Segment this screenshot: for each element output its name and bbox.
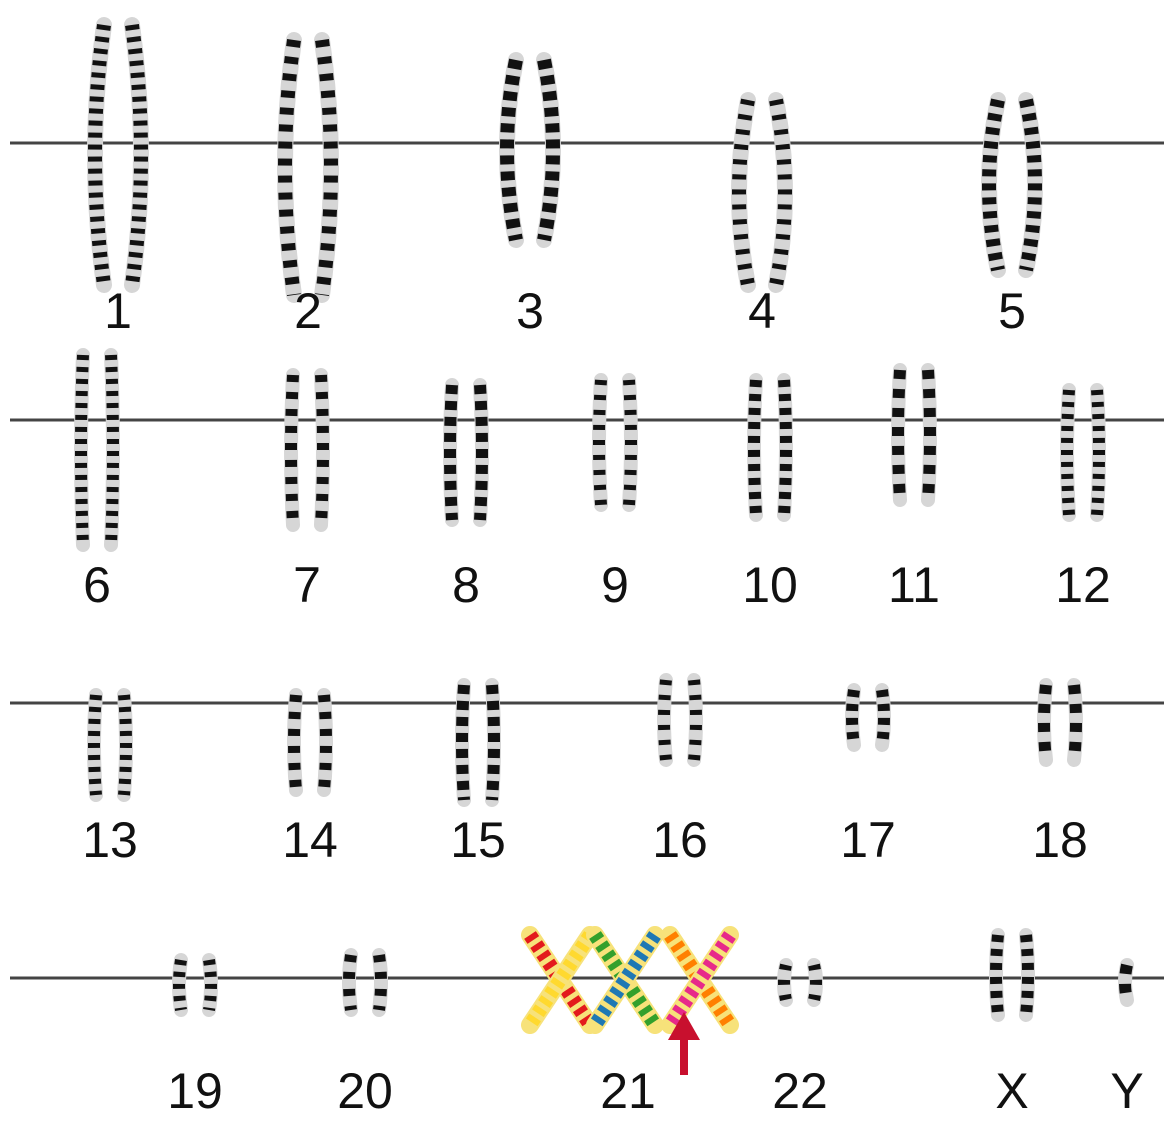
chromatid-body [507, 60, 516, 240]
chromatid-bands [450, 385, 452, 520]
chromatid-body [1026, 935, 1028, 1015]
chromosome-label: 2 [294, 283, 322, 339]
chromosome-label: 16 [652, 812, 708, 868]
chromatid-body [379, 955, 381, 1010]
chromosome-label: X [995, 1063, 1028, 1119]
chromosome-label: 8 [452, 557, 480, 613]
chromosome-label: 20 [337, 1063, 393, 1119]
chromosome-label: 6 [83, 557, 111, 613]
chromatid-body [294, 695, 296, 790]
karyotype: 12345678910111213141516171819202122XY [0, 0, 1174, 1135]
chromosome-label: 17 [840, 812, 896, 868]
chromatid-body [349, 955, 351, 1010]
chromosome-label: Y [1110, 1063, 1143, 1119]
chromatid-bands [94, 695, 96, 795]
chromosome-label: 9 [601, 557, 629, 613]
chromosome-label: 13 [82, 812, 138, 868]
chromosome-label: 14 [282, 812, 338, 868]
chromosome-label: 12 [1055, 557, 1111, 613]
chromatid-bands [599, 380, 601, 505]
chromosome-label: 21 [600, 1063, 656, 1119]
chromosome-label: 5 [998, 283, 1026, 339]
chromosome-label: 3 [516, 283, 544, 339]
chromatid-bands [124, 695, 126, 795]
chromosome-label: 10 [742, 557, 798, 613]
chromatid-bands [629, 380, 631, 505]
chromatid-body [324, 695, 326, 790]
chromatid-body [544, 60, 553, 240]
chromosome-label: 7 [293, 557, 321, 613]
chromatid-body [996, 935, 998, 1015]
chromosome-label: 11 [888, 557, 940, 613]
chromosome-label: 18 [1032, 812, 1088, 868]
chromatid-body [694, 680, 696, 760]
chromosome-label: 22 [772, 1063, 828, 1119]
chromosome-label: 19 [167, 1063, 223, 1119]
chromosome-label: 4 [748, 283, 776, 339]
chromosome-label: 15 [450, 812, 506, 868]
chromosome-label: 1 [104, 283, 132, 339]
chromatid-body [664, 680, 666, 760]
chromatid-bands [480, 385, 482, 520]
